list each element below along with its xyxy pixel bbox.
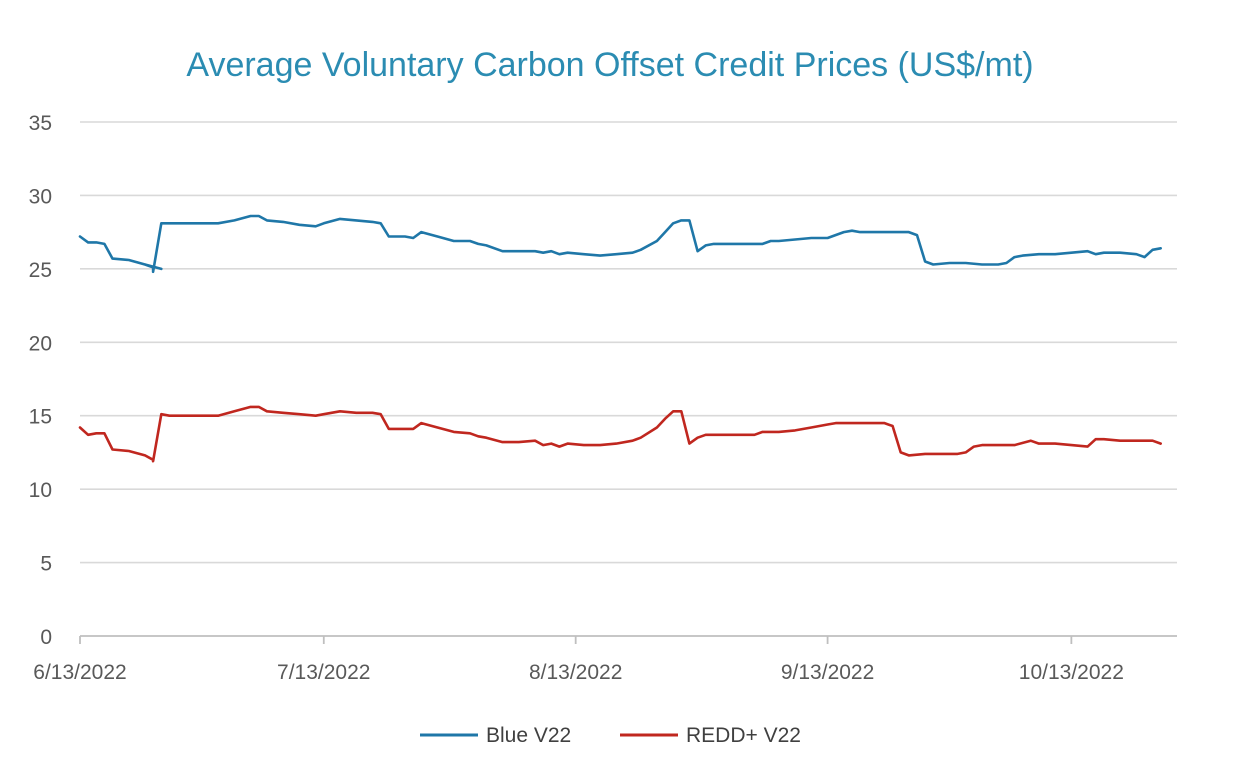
x-tick-label-2: 8/13/2022 bbox=[529, 661, 622, 684]
x-tick-label-1: 7/13/2022 bbox=[277, 661, 370, 684]
y-axis-tick-labels: 0 5 10 15 20 25 30 35 bbox=[29, 112, 52, 649]
chart-title: Average Voluntary Carbon Offset Credit P… bbox=[186, 46, 1033, 84]
y-tick-label-15: 15 bbox=[29, 406, 52, 429]
legend: Blue V22 REDD+ V22 bbox=[420, 724, 801, 747]
series-line-blue-v22 bbox=[78, 214, 1162, 274]
y-tick-label-25: 25 bbox=[29, 259, 52, 282]
legend-label-blue-v22: Blue V22 bbox=[486, 724, 571, 747]
x-tick-label-3: 9/13/2022 bbox=[781, 661, 874, 684]
legend-label-redd-plus-v22: REDD+ V22 bbox=[686, 724, 801, 747]
y-tick-label-20: 20 bbox=[29, 332, 52, 355]
x-tick-label-4: 10/13/2022 bbox=[1019, 661, 1124, 684]
y-tick-label-5: 5 bbox=[40, 553, 52, 576]
x-tick-label-0: 6/13/2022 bbox=[33, 661, 126, 684]
y-tick-label-30: 30 bbox=[29, 185, 52, 208]
grid-lines bbox=[80, 121, 1177, 564]
y-tick-label-0: 0 bbox=[40, 626, 52, 649]
series-line-redd-plus-v22 bbox=[78, 405, 1162, 463]
y-tick-label-10: 10 bbox=[29, 479, 52, 502]
y-tick-label-35: 35 bbox=[29, 112, 52, 135]
series-lines bbox=[78, 214, 1162, 463]
x-axis: 6/13/2022 7/13/2022 8/13/2022 9/13/2022 10/1… bbox=[33, 635, 1177, 684]
